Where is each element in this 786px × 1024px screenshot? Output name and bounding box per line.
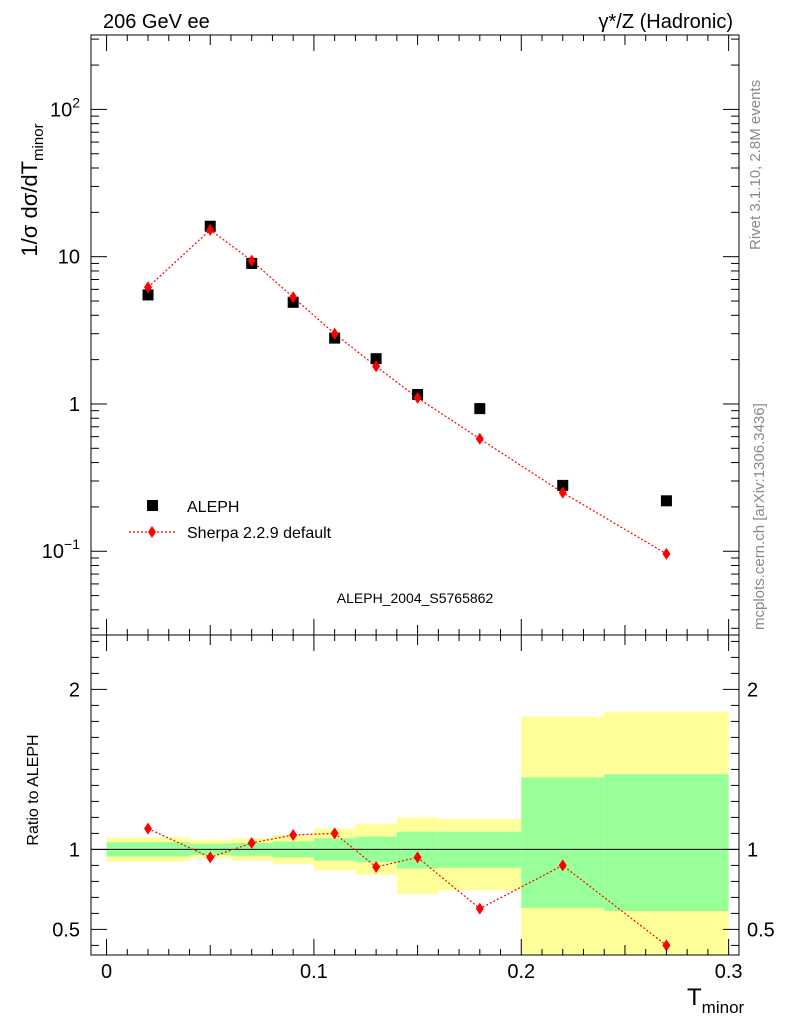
- sherpa-point: [289, 291, 298, 304]
- ratio-y-axis-title: Ratio to ALEPH: [25, 734, 42, 845]
- x-tick-label: 0: [101, 961, 112, 983]
- ratio-y-tick-label-right: 1: [747, 839, 758, 861]
- ratio-sherpa-point: [475, 902, 484, 915]
- ratio-plot-frame: [90, 634, 740, 956]
- x-axis-title: Tminor: [687, 984, 745, 1017]
- header-left: 206 GeV ee: [103, 11, 210, 33]
- main-y-tick-label-exp: −1: [64, 536, 80, 552]
- x-tick-label: 0.1: [300, 961, 328, 983]
- main-y-axis-title-text: 1/σ dσ/dT: [17, 161, 42, 257]
- sherpa-point: [372, 360, 381, 373]
- sherpa-point: [330, 327, 339, 340]
- aleph-point: [660, 495, 672, 507]
- ratio-data-layer: [144, 822, 671, 952]
- ratio-y-tick-label-right: 2: [747, 679, 758, 701]
- ratio-sherpa-point: [413, 851, 422, 864]
- ratio-band-inner: [604, 774, 729, 911]
- ratio-sherpa-point: [289, 829, 298, 841]
- main-y-tick-label-base: 10: [42, 541, 64, 563]
- sherpa-point: [558, 486, 567, 499]
- main-y-tick-label-exp: 2: [72, 94, 80, 110]
- main-data-layer: [142, 220, 672, 560]
- sherpa-point: [144, 281, 153, 294]
- ratio-y-tick-label-right: 0.5: [747, 919, 775, 941]
- main-y-axis-title: 1/σ dσ/dTminor: [17, 123, 47, 256]
- side-label-mcplots: mcplots.cern.ch [arXiv:1306.3436]: [751, 403, 768, 630]
- ratio-x-tick-labels: 0 0.1 0.2 0.3: [101, 961, 743, 983]
- legend-label-aleph: ALEPH: [187, 499, 239, 516]
- sherpa-point: [413, 391, 422, 404]
- x-tick-label: 0.2: [507, 961, 535, 983]
- main-y-tick-label: 10: [58, 247, 80, 269]
- legend-marker-sherpa: [148, 526, 156, 538]
- ratio-band-inner: [521, 777, 605, 908]
- main-y-tick-label: 10−1: [42, 536, 80, 563]
- main-y-tick-label: 102: [50, 94, 80, 121]
- legend-label-sherpa: Sherpa 2.2.9 default: [187, 525, 332, 542]
- ratio-sherpa-point: [372, 861, 381, 873]
- x-axis-title-sub: minor: [702, 998, 745, 1017]
- ratio-sherpa-point: [144, 822, 153, 835]
- ratio-y-tick-label: 1: [69, 839, 80, 861]
- aleph-point: [142, 289, 154, 301]
- main-axis-ticks: [91, 35, 739, 635]
- ratio-y-tick-labels: 0.5 0.5 1 1 2 2: [52, 679, 775, 941]
- ratio-y-tick-label: 0.5: [52, 919, 80, 941]
- analysis-label: ALEPH_2004_S5765862: [337, 590, 494, 606]
- header-right: γ*/Z (Hadronic): [599, 11, 733, 33]
- ratio-sherpa-point: [662, 939, 671, 952]
- ratio-sherpa-point: [247, 837, 256, 849]
- sherpa-point: [475, 432, 484, 445]
- sherpa-point: [247, 254, 256, 267]
- ratio-sherpa-point: [330, 827, 339, 840]
- legend: ALEPH Sherpa 2.2.9 default: [129, 499, 332, 542]
- main-y-tick-label-base: 1: [69, 394, 80, 416]
- aleph-point: [474, 403, 486, 415]
- main-y-tick-label: 1: [69, 394, 80, 416]
- ratio-uncertainty-bands: [106, 711, 729, 955]
- ratio-sherpa-point: [206, 851, 215, 864]
- ratio-plot-panel: 0.5 0.5 1 1 2 2 0 0.1 0.2 0.3 Ratio to ALEPH Tmi…: [25, 634, 775, 1017]
- sherpa-line: [147, 229, 667, 555]
- main-y-axis-title-sub: minor: [30, 123, 47, 161]
- x-axis-title-text: T: [687, 984, 702, 1011]
- sherpa-point: [206, 223, 215, 236]
- side-label-rivet: Rivet 3.1.10, 2.8M events: [747, 80, 764, 250]
- main-plot-frame: [90, 34, 740, 636]
- aleph-point: [557, 479, 569, 491]
- main-y-tick-label-base: 10: [58, 247, 80, 269]
- ratio-axis-ticks: [91, 635, 739, 955]
- aleph-point: [370, 353, 382, 365]
- legend-marker-aleph: [147, 500, 158, 511]
- x-tick-label: 0.3: [715, 961, 743, 983]
- ratio-y-tick-label: 2: [69, 679, 80, 701]
- ratio-sherpa-point: [558, 859, 567, 872]
- sherpa-point: [662, 547, 671, 560]
- main-y-tick-label-base: 10: [50, 99, 72, 121]
